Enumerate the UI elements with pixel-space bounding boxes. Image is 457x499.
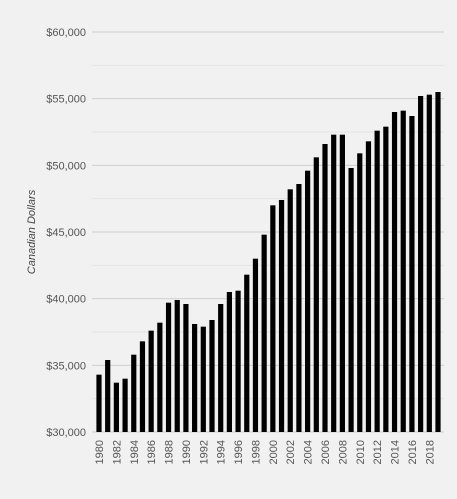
bar-2016	[409, 116, 415, 432]
bar-1995	[226, 292, 232, 432]
x-tick-label: 1990	[181, 440, 193, 464]
bar-1997	[244, 274, 250, 432]
bar-1993	[209, 320, 215, 432]
y-tick-label: $60,000	[46, 27, 86, 39]
x-tick-label: 2000	[268, 440, 280, 464]
bar-1991	[192, 324, 198, 432]
bar-2011	[365, 141, 372, 432]
bars	[96, 92, 441, 433]
x-tick-label: 1992	[198, 440, 210, 464]
y-axis-title: Canadian Dollars	[26, 189, 38, 274]
bar-2012	[374, 130, 380, 433]
x-axis-tick-labels: 1980 1982 1984 1986 1988 1990 1992 1994 1996 1998…	[94, 440, 436, 464]
x-tick-label: 1986	[146, 440, 158, 464]
bar-1992	[200, 326, 206, 432]
bar-2004	[305, 170, 311, 433]
x-tick-label: 1984	[129, 440, 141, 464]
bar-1983	[122, 378, 128, 432]
bar-1989	[174, 300, 180, 432]
bar-2007	[331, 134, 337, 433]
bar-1980	[96, 374, 102, 432]
bar-2000	[270, 205, 276, 432]
bar-1981	[105, 360, 111, 432]
bar-2001	[278, 200, 285, 432]
bar-1986	[148, 330, 154, 432]
bar-2005	[313, 157, 319, 432]
bar-1996	[235, 290, 241, 432]
x-tick-label: 1982	[111, 440, 123, 464]
x-tick-label: 2004	[303, 440, 315, 464]
bar-2006	[322, 144, 328, 432]
y-tick-label: $45,000	[46, 227, 86, 239]
bar-1999	[261, 234, 267, 432]
x-tick-label: 2012	[372, 440, 384, 464]
bar-2008	[339, 134, 345, 433]
bar-1984	[131, 354, 137, 432]
bar-1985	[139, 341, 146, 432]
y-tick-label: $40,000	[46, 294, 86, 306]
bar-2017	[418, 96, 424, 432]
bar-1998	[252, 258, 259, 432]
x-tick-label: 1988	[164, 440, 176, 464]
x-tick-label: 1980	[94, 440, 106, 464]
bar-2015	[400, 110, 406, 433]
x-tick-label: 2008	[337, 440, 349, 464]
bar-2018	[426, 94, 432, 433]
x-tick-label: 2014	[390, 440, 402, 464]
y-tick-label: $55,000	[46, 94, 86, 106]
bar-1982	[113, 382, 119, 432]
bar-2014	[391, 112, 398, 432]
x-tick-label: 2006	[320, 440, 332, 464]
bar-1990	[183, 304, 189, 432]
y-tick-label: $50,000	[46, 160, 86, 172]
bar-2010	[357, 153, 363, 432]
x-tick-label: 2016	[407, 440, 419, 464]
bar-1988	[165, 302, 172, 432]
y-tick-label: $35,000	[46, 360, 86, 372]
y-axis-tick-labels: $30,000 $35,000 $40,000 $45,000 $50,000 $55,0…	[46, 27, 86, 439]
x-tick-label: 1994	[216, 440, 228, 464]
bar-2009	[348, 168, 354, 432]
x-tick-label: 2018	[424, 440, 436, 464]
x-tick-label: 1998	[250, 440, 262, 464]
x-tick-label: 2002	[285, 440, 297, 464]
bar-1987	[157, 322, 163, 432]
bar-2002	[287, 189, 293, 432]
y-tick-label: $30,000	[46, 427, 86, 439]
x-tick-label: 1996	[233, 440, 245, 464]
bar-2019	[435, 92, 441, 432]
bar-1994	[218, 304, 224, 432]
bar-2013	[383, 126, 389, 433]
bar-2003	[296, 184, 302, 432]
x-tick-label: 2010	[355, 440, 367, 464]
